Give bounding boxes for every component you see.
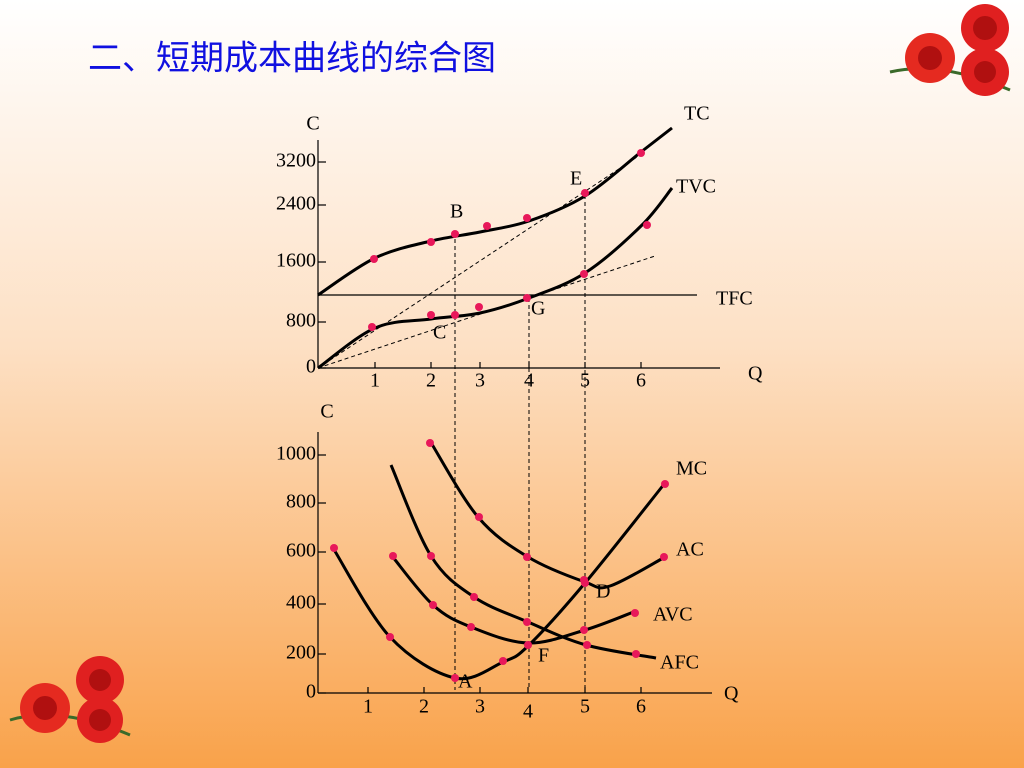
ac-curve: [428, 440, 666, 590]
point: [580, 270, 588, 278]
point: [637, 149, 645, 157]
y-axis-label: C: [306, 113, 319, 135]
point-label: B: [450, 201, 463, 223]
point: [499, 657, 507, 665]
point: [632, 650, 640, 658]
point: [467, 623, 475, 631]
y-tick-label: 400: [286, 592, 316, 614]
x-tick-label: 2: [426, 370, 436, 392]
y-tick-label: 2400: [276, 193, 316, 215]
roses-top: [889, 4, 1011, 96]
point: [523, 294, 531, 302]
point: [370, 255, 378, 263]
point: [470, 593, 478, 601]
y-tick-label: 1600: [276, 250, 316, 272]
point: [427, 238, 435, 246]
y-tick-label: 800: [286, 310, 316, 332]
curve-label: TFC: [716, 288, 753, 310]
x-tick-label: 4: [523, 701, 533, 723]
curve-label: AVC: [653, 604, 693, 626]
point: [581, 189, 589, 197]
y-tick-label: 1000: [276, 443, 316, 465]
point: [483, 222, 491, 230]
y-tick-label: 600: [286, 540, 316, 562]
point-label: A: [458, 671, 473, 693]
point: [583, 641, 591, 649]
x-tick-label: 5: [580, 696, 590, 718]
point: [426, 439, 434, 447]
point: [389, 552, 397, 560]
roses-bottom: [9, 656, 131, 743]
tangent-ray: [317, 154, 641, 369]
x-tick-label: 5: [580, 370, 590, 392]
point: [643, 221, 651, 229]
x-tick-label: 3: [475, 370, 485, 392]
point: [451, 311, 459, 319]
point: [523, 214, 531, 222]
x-axis-label: Q: [724, 683, 739, 705]
point: [451, 230, 459, 238]
point: [661, 480, 669, 488]
point: [427, 311, 435, 319]
point: [386, 633, 394, 641]
afc-curve: [389, 464, 657, 660]
y-tick-label: 0: [306, 681, 316, 703]
x-tick-label: 4: [524, 370, 534, 392]
y-axis-label: C: [320, 401, 333, 423]
point: [580, 626, 588, 634]
point: [580, 576, 588, 584]
x-tick-label: 1: [370, 370, 380, 392]
point-label: D: [596, 581, 610, 603]
title: 二、短期成本曲线的综合图: [88, 39, 496, 79]
y-tick-label: 200: [286, 642, 316, 664]
curve-label: MC: [676, 458, 707, 480]
curve-label: AFC: [660, 652, 699, 674]
point: [523, 618, 531, 626]
y-tick-label: 0: [306, 356, 316, 378]
point: [429, 601, 437, 609]
curve-label: TC: [684, 103, 710, 125]
x-axis-label: Q: [748, 363, 763, 385]
point: [475, 513, 483, 521]
point-label: G: [531, 298, 545, 320]
x-tick-label: 6: [636, 696, 646, 718]
point: [523, 553, 531, 561]
y-tick-label: 800: [286, 491, 316, 513]
point: [631, 609, 639, 617]
point: [330, 544, 338, 552]
x-tick-label: 6: [636, 370, 646, 392]
point: [524, 641, 532, 649]
x-tick-label: 1: [363, 696, 373, 718]
avc-curve: [390, 555, 637, 645]
point-label: F: [538, 645, 549, 667]
x-tick-label: 2: [419, 696, 429, 718]
curve-label: TVC: [676, 176, 716, 198]
point-label: C: [433, 322, 446, 344]
point: [475, 303, 483, 311]
y-tick-label: 3200: [276, 150, 316, 172]
point: [427, 552, 435, 560]
x-tick-label: 3: [475, 696, 485, 718]
point: [368, 323, 376, 331]
point: [660, 553, 668, 561]
curve-label: AC: [676, 539, 704, 561]
point: [451, 674, 459, 682]
point-label: E: [570, 168, 582, 190]
